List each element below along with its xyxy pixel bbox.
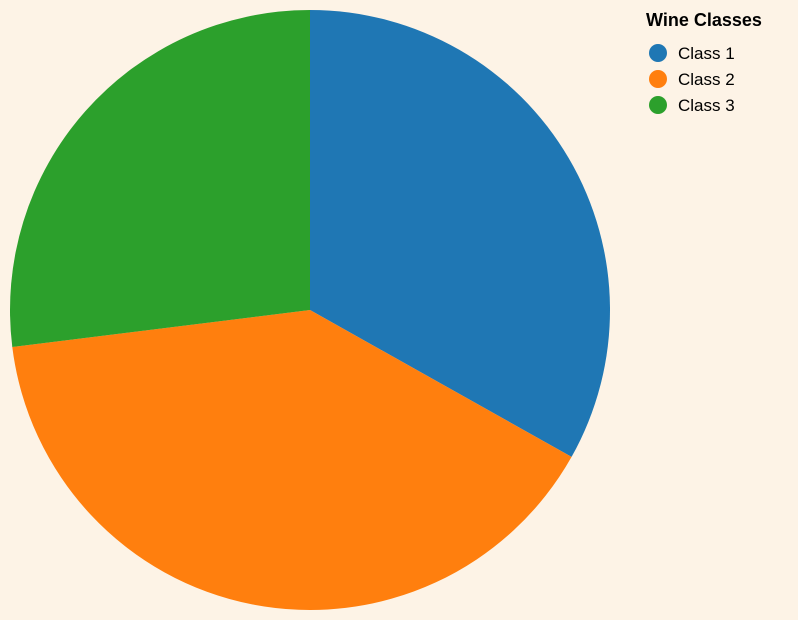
pie-slice-class-3	[9, 10, 310, 347]
legend-label-class-3: Class 3	[678, 96, 735, 115]
pie-slices	[9, 10, 611, 611]
legend-items: Class 1 Class 2 Class 3	[649, 44, 735, 115]
legend-swatch-class-2	[649, 70, 667, 88]
legend-swatch-class-1	[649, 44, 667, 62]
pie-slice-class-1	[310, 10, 611, 457]
legend-label-class-2: Class 2	[678, 70, 735, 89]
pie-slice-class-2	[12, 310, 572, 611]
legend-title: Wine Classes	[646, 10, 762, 30]
legend: Wine Classes Class 1 Class 2 Class 3	[646, 10, 762, 115]
legend-label-class-1: Class 1	[678, 44, 735, 63]
legend-swatch-class-3	[649, 96, 667, 114]
